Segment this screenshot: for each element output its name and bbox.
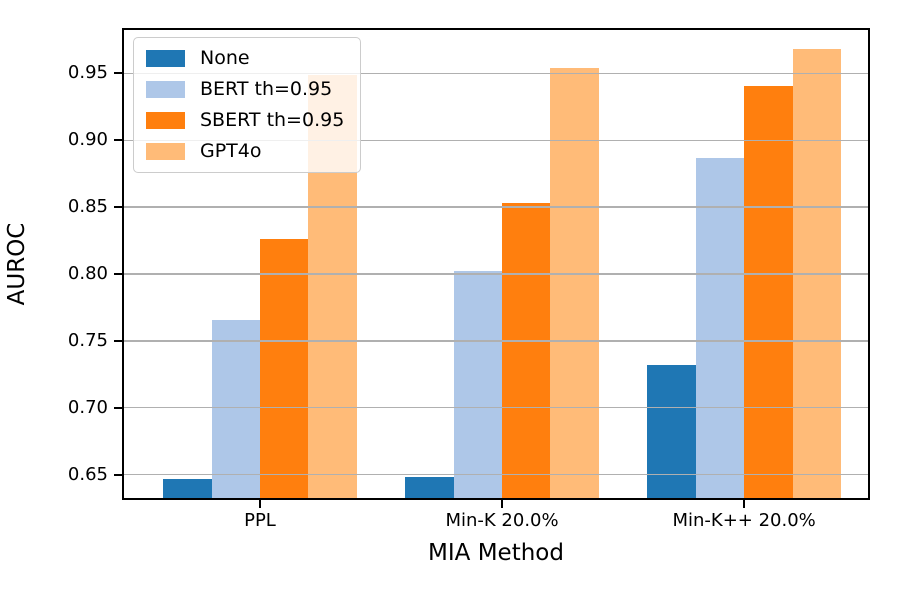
legend-swatch: [146, 81, 185, 98]
y-tick-mark: [114, 473, 122, 476]
legend-swatch: [146, 50, 185, 67]
legend-label: None: [200, 47, 250, 69]
y-tick-mark: [114, 273, 122, 276]
y-tick-label: 0.75: [67, 329, 108, 351]
legend-item: SBERT th=0.95: [146, 110, 344, 131]
legend-swatch: [146, 143, 185, 160]
y-tick-label: 0.80: [67, 263, 108, 285]
x-axis-label: MIA Method: [428, 540, 564, 566]
legend-label: BERT th=0.95: [200, 78, 333, 100]
legend-item: BERT th=0.95: [146, 79, 344, 100]
legend-item: GPT4o: [146, 141, 344, 162]
bar: [163, 478, 212, 500]
gridline: [122, 340, 870, 342]
legend-label: SBERT th=0.95: [200, 109, 345, 131]
legend-swatch: [146, 112, 185, 129]
x-tick-label: Min-K 20.0%: [445, 510, 559, 531]
x-tick-mark: [501, 500, 504, 508]
x-tick-mark: [743, 500, 746, 508]
gridline: [122, 206, 870, 208]
bar: [695, 157, 745, 500]
y-tick-label: 0.90: [67, 129, 108, 151]
y-tick-mark: [114, 72, 122, 75]
gridline: [122, 406, 870, 409]
y-tick-mark: [114, 206, 122, 209]
y-tick-label: 0.85: [67, 196, 108, 218]
plot-area: None BERT th=0.95 SBERT th=0.95 GPT4o: [122, 28, 870, 500]
y-tick-mark: [114, 339, 122, 342]
gridline: [122, 473, 870, 476]
bar: [550, 68, 599, 500]
legend-item: None: [146, 48, 344, 69]
bar: [259, 239, 309, 500]
bar: [405, 477, 454, 500]
y-tick-mark: [114, 139, 122, 142]
bar: [647, 364, 696, 500]
y-tick-label: 0.70: [67, 396, 108, 418]
x-tick-label: Min-K++ 20.0%: [672, 510, 816, 531]
bar: [744, 85, 793, 500]
bar: [211, 319, 260, 500]
x-tick-label: PPL: [244, 510, 276, 531]
x-tick-mark: [258, 500, 261, 508]
y-tick-label: 0.65: [67, 463, 108, 485]
y-axis-label: AUROC: [4, 222, 30, 306]
gridline: [122, 72, 870, 75]
bar: [453, 271, 503, 500]
y-tick-label: 0.95: [67, 62, 108, 84]
bar: [502, 203, 551, 500]
legend: None BERT th=0.95 SBERT th=0.95 GPT4o: [133, 37, 362, 173]
gridline: [122, 139, 870, 142]
y-tick-mark: [114, 406, 122, 409]
gridline: [122, 273, 870, 275]
legend-label: GPT4o: [200, 140, 262, 162]
